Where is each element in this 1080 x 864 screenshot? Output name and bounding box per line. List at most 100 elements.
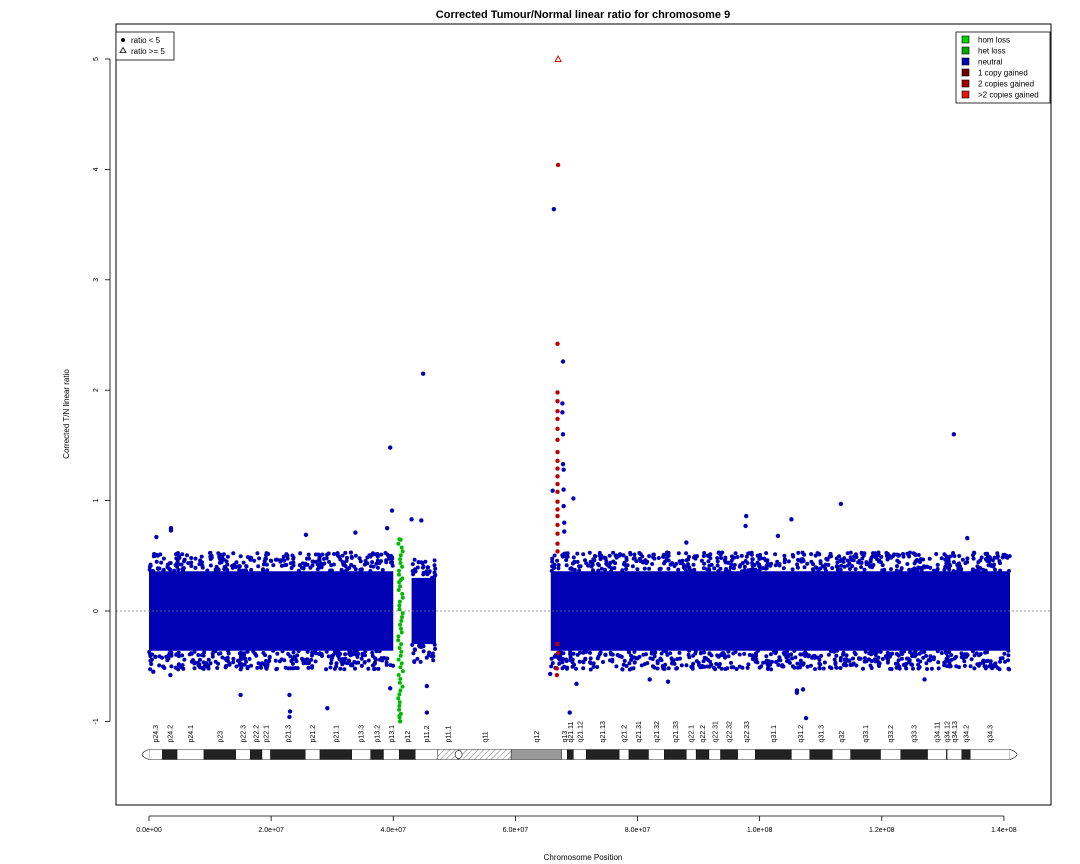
neutral-point — [309, 657, 314, 662]
neutral-point — [238, 692, 243, 698]
neutral-point — [1007, 667, 1012, 672]
neutral-point — [550, 556, 555, 561]
neutral-point — [154, 534, 159, 540]
neutral-point — [768, 563, 773, 568]
neutral-point — [261, 567, 265, 572]
neutral-point — [316, 552, 321, 557]
neutral-point — [581, 660, 586, 665]
neutral-point — [561, 467, 566, 472]
neutral-point — [716, 569, 721, 573]
neutral-point — [1007, 569, 1011, 573]
neutral-point — [706, 554, 711, 559]
loss-point — [397, 719, 402, 724]
neutral-point — [947, 660, 952, 665]
neutral-point — [349, 562, 354, 567]
neutral-point — [151, 669, 156, 674]
neutral-point — [242, 662, 247, 667]
ideogram-band-label: q34.11 — [935, 722, 942, 743]
neutral-point — [208, 557, 213, 561]
ideogram-band-p21.1 — [319, 749, 352, 760]
neutral-point — [619, 654, 624, 659]
neutral-point — [841, 662, 846, 667]
loss-point — [400, 564, 405, 569]
neutral-point — [928, 658, 933, 663]
neutral-point — [896, 653, 901, 658]
neutral-point — [560, 401, 565, 406]
neutral-point — [624, 664, 629, 668]
neutral-point — [225, 568, 230, 573]
neutral-point — [601, 660, 605, 664]
neutral-point — [353, 553, 358, 558]
neutral-point — [962, 659, 967, 664]
neutral-point — [899, 656, 904, 661]
ideogram-band-q21.2 — [618, 749, 630, 760]
ideogram-band-label: p13.2 — [375, 725, 382, 743]
neutral-point — [597, 563, 601, 568]
neutral-point — [671, 658, 676, 663]
gain-point — [555, 481, 560, 487]
neutral-point — [876, 662, 881, 667]
neutral-point — [808, 663, 813, 668]
neutral-point — [838, 658, 843, 663]
ideogram-band-label: q22.32 — [727, 721, 734, 743]
neutral-point — [861, 666, 865, 671]
neutral-point — [433, 566, 438, 571]
neutral-point — [639, 663, 644, 668]
neutral-point — [715, 653, 720, 658]
ideogram-band-p13.1 — [383, 749, 400, 760]
ideogram-band-label: p11.2 — [424, 725, 431, 742]
neutral-point — [687, 648, 692, 653]
neutral-point — [782, 553, 787, 558]
neutral-point — [591, 664, 596, 669]
ideogram-band-label: p21.3 — [285, 725, 292, 743]
neutral-point — [379, 552, 384, 557]
neutral-point — [787, 660, 792, 665]
neutral-point — [908, 550, 912, 555]
color-legend-swatch — [961, 68, 970, 77]
neutral-point — [565, 554, 570, 559]
ideogram-band-label: q21.12 — [577, 721, 584, 743]
ideogram-band-label: q33.3 — [912, 725, 919, 743]
neutral-point — [838, 567, 843, 572]
x-tick-label: 1.0e+08 — [747, 827, 773, 834]
neutral-point — [684, 558, 689, 563]
neutral-point — [905, 562, 910, 566]
neutral-point — [315, 567, 320, 572]
neutral-point — [424, 683, 430, 689]
neutral-point — [427, 570, 432, 575]
neutral-point — [674, 666, 679, 671]
neutral-point — [629, 666, 634, 671]
neutral-point — [876, 655, 881, 660]
neutral-point — [757, 556, 762, 561]
neutral-point — [975, 662, 980, 667]
y-axis-label: Corrected T/N linear ratio — [62, 369, 71, 459]
neutral-point — [549, 664, 554, 669]
neutral-point — [383, 551, 388, 555]
neutral-point — [329, 568, 334, 573]
shape-legend: ratio < 5 ratio >= 5 — [115, 31, 175, 61]
loss-point — [398, 561, 403, 565]
neutral-point — [189, 564, 194, 568]
neutral-point — [423, 559, 428, 564]
neutral-point — [997, 559, 1002, 564]
neutral-point — [557, 661, 562, 666]
neutral-point — [805, 664, 810, 669]
ideogram-band-p24.1 — [176, 749, 205, 760]
neutral-point — [168, 528, 174, 533]
loss-point — [396, 638, 401, 643]
neutral-point — [928, 654, 933, 659]
neutral-point — [571, 496, 576, 501]
neutral-point — [983, 666, 988, 671]
neutral-point — [555, 655, 560, 660]
neutral-point — [157, 566, 162, 571]
neutral-point — [430, 575, 435, 580]
ideogram-band-label: q22.31 — [712, 721, 719, 743]
neutral-point — [818, 566, 823, 571]
neutral-point — [828, 649, 833, 654]
neutral-point — [992, 555, 997, 560]
neutral-point — [965, 535, 970, 541]
neutral-point — [838, 666, 843, 670]
ideogram-band-label: q21.13 — [600, 721, 607, 743]
neutral-point — [737, 564, 742, 569]
neutral-point — [200, 565, 205, 570]
